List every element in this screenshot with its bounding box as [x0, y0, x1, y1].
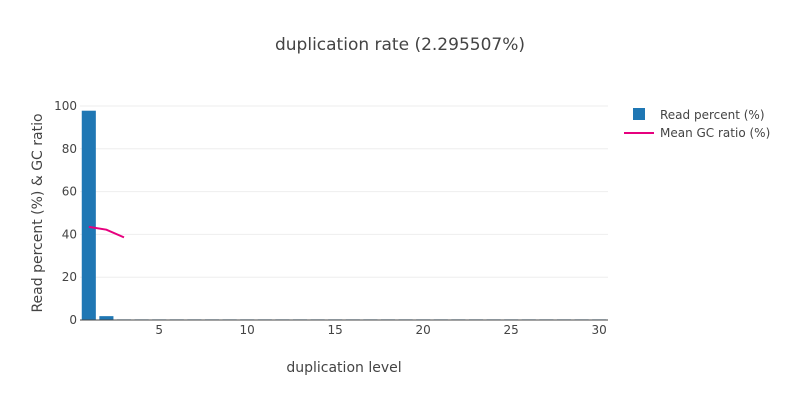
- grid-lines: [80, 105, 608, 278]
- x-tick-labels: 5 10 15 20 25 30: [155, 323, 606, 337]
- x-tick-label: 25: [504, 323, 519, 337]
- bar[interactable]: [81, 110, 96, 320]
- y-axis-title: Read percent (%) & GC ratio: [30, 113, 46, 312]
- bar[interactable]: [99, 316, 114, 320]
- gc-ratio-line[interactable]: [88, 225, 125, 239]
- x-axis-title: duplication level: [286, 360, 401, 376]
- x-tick-label: 30: [592, 323, 607, 337]
- legend-item-mean-gc[interactable]: Mean GC ratio (%): [624, 126, 770, 140]
- y-tick-label: 20: [62, 270, 77, 284]
- y-tick-label: 60: [62, 185, 77, 199]
- x-tick-label: 20: [416, 323, 431, 337]
- x-tick-label: 15: [328, 323, 343, 337]
- legend-label-mean-gc: Mean GC ratio (%): [660, 126, 770, 140]
- legend-item-read-percent[interactable]: Read percent (%): [633, 108, 765, 122]
- line-series: [88, 225, 125, 239]
- y-tick-labels: 0 20 40 60 80 100: [54, 99, 77, 327]
- chart-legend: Read percent (%) Mean GC ratio (%): [624, 108, 770, 140]
- legend-swatch-bar: [633, 108, 645, 120]
- legend-label-read-percent: Read percent (%): [660, 108, 765, 122]
- y-tick-label: 100: [54, 99, 77, 113]
- y-tick-label: 40: [62, 227, 77, 241]
- y-tick-label: 0: [69, 313, 77, 327]
- y-tick-label: 80: [62, 142, 77, 156]
- x-tick-label: 10: [240, 323, 255, 337]
- x-tick-label: 5: [155, 323, 163, 337]
- chart-title: duplication rate (2.295507%): [275, 35, 525, 55]
